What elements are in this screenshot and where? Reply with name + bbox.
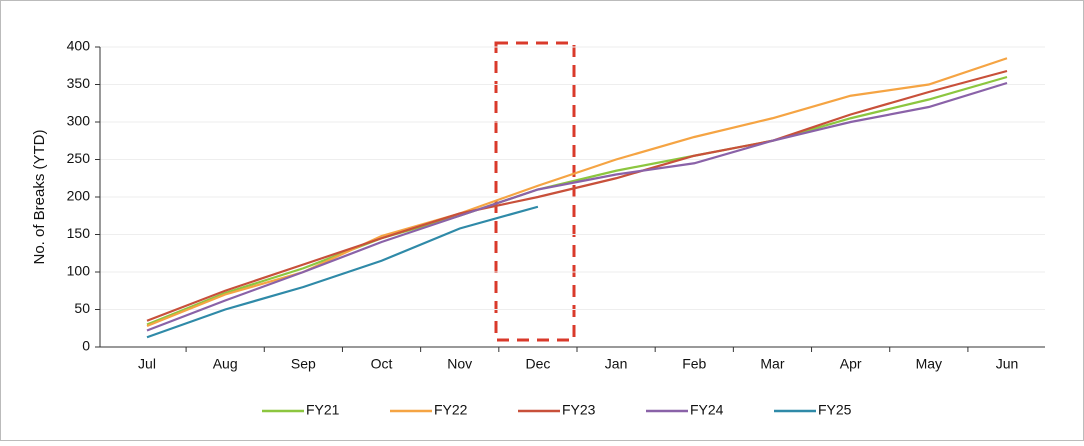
series-line xyxy=(146,205,539,339)
legend-label: FY24 xyxy=(690,402,724,418)
legend-label: FY23 xyxy=(562,402,596,418)
x-tick-label: Dec xyxy=(525,356,550,372)
y-tick-label: 50 xyxy=(74,300,90,316)
x-tick-label: Jul xyxy=(138,356,156,372)
x-tick-label: Aug xyxy=(213,356,238,372)
x-tick-label: Jun xyxy=(996,356,1019,372)
x-tick-label: Apr xyxy=(840,356,862,372)
y-tick-label: 0 xyxy=(82,338,90,354)
legend-label: FY25 xyxy=(818,402,852,418)
series-line xyxy=(146,75,1008,326)
y-axis-label: No. of Breaks (YTD) xyxy=(31,129,48,264)
legend-label: FY22 xyxy=(434,402,468,418)
x-tick-label: Mar xyxy=(760,356,784,372)
highlight-box xyxy=(494,41,576,342)
series-line xyxy=(146,81,1008,332)
series-line xyxy=(146,69,1008,322)
x-tick-label: Feb xyxy=(682,356,706,372)
y-tick-label: 350 xyxy=(67,75,91,91)
x-tick-label: Oct xyxy=(371,356,393,372)
x-tick-label: May xyxy=(916,356,942,372)
legend-label: FY21 xyxy=(306,402,340,418)
x-tick-label: Jan xyxy=(605,356,628,372)
x-tick-label: Sep xyxy=(291,356,316,372)
y-tick-label: 100 xyxy=(67,263,91,279)
y-tick-label: 300 xyxy=(67,113,91,129)
y-tick-label: 150 xyxy=(67,225,91,241)
y-tick-label: 250 xyxy=(67,150,91,166)
series-line xyxy=(146,57,1008,328)
y-tick-label: 400 xyxy=(67,38,91,54)
y-tick-label: 200 xyxy=(67,188,91,204)
x-tick-label: Nov xyxy=(447,356,472,372)
